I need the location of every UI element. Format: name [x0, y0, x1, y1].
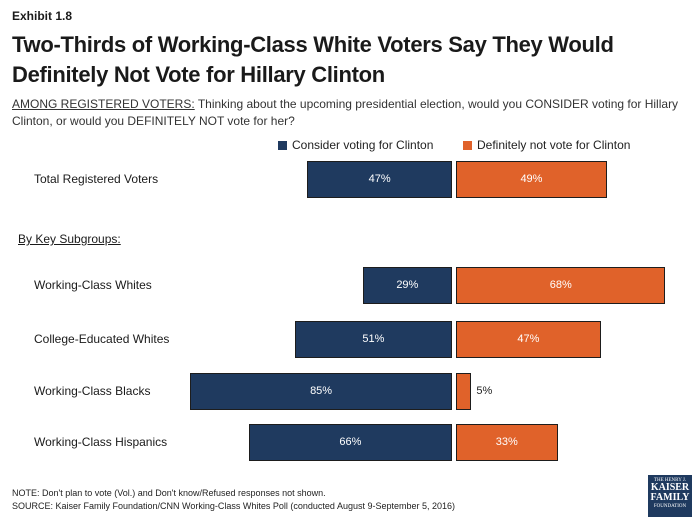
category-label-working-class-hispanics: Working-Class Hispanics: [34, 435, 168, 449]
logo-line-1: THE HENRY J.: [653, 478, 687, 483]
data-label-consider-total-registered-voters: 47%: [368, 173, 391, 185]
bar-consider-working-class-blacks: 85%: [190, 372, 452, 410]
category-label-college-educated-whites: College-Educated Whites: [34, 332, 170, 346]
legend-item-consider: Consider voting for Clinton: [278, 138, 433, 152]
legend-label-consider: Consider voting for Clinton: [292, 138, 434, 152]
bar-consider-working-class-whites: 29%: [362, 266, 452, 304]
category-label-total-registered-voters: Total Registered Voters: [34, 172, 159, 186]
data-label-consider-college-educated-whites: 51%: [362, 333, 385, 345]
data-label-notvote-working-class-blacks: 5%: [476, 385, 493, 397]
question-prefix: AMONG REGISTERED VOTERS:: [12, 97, 195, 111]
bar-notvote-working-class-whites: 68%: [456, 266, 666, 304]
legend-item-notvote: Definitely not vote for Clinton: [463, 138, 630, 152]
question-body: Thinking about the upcoming presidential…: [12, 97, 679, 128]
bar-notvote-working-class-blacks: [456, 372, 472, 410]
bar-consider-working-class-hispanics: 66%: [248, 423, 452, 461]
bar-consider-college-educated-whites: 51%: [294, 320, 452, 358]
data-label-notvote-college-educated-whites: 47%: [517, 333, 540, 345]
legend-swatch-notvote: [463, 140, 472, 150]
legend-label-notvote: Definitely not vote for Clinton: [477, 138, 631, 152]
chart-title: Two-Thirds of Working-Class White Voters…: [12, 32, 614, 87]
logo-line-2: KAISER: [650, 482, 690, 493]
bar-notvote-college-educated-whites: 47%: [456, 320, 601, 358]
bar-notvote-total-registered-voters: 49%: [456, 160, 607, 198]
question-text: AMONG REGISTERED VOTERS: Thinking about …: [12, 96, 692, 130]
data-label-consider-working-class-whites: 29%: [396, 279, 419, 291]
legend-swatch-consider: [278, 140, 287, 150]
data-label-consider-working-class-hispanics: 66%: [339, 436, 362, 448]
bar-consider-total-registered-voters: 47%: [307, 160, 452, 198]
note-text: NOTE: Don't plan to vote (Vol.) and Don'…: [12, 488, 326, 498]
category-label-working-class-blacks: Working-Class Blacks: [34, 384, 151, 398]
bar-notvote-working-class-hispanics: 33%: [456, 423, 558, 461]
logo-line-3: FAMILY: [650, 492, 690, 503]
exhibit-number: Exhibit 1.8: [12, 9, 73, 23]
logo-line-4: FOUNDATION: [653, 504, 687, 509]
kff-logo: THE HENRY J. KAISER FAMILY FOUNDATION: [648, 475, 692, 517]
subgroups-heading: By Key Subgroups:: [18, 232, 121, 246]
category-label-working-class-whites: Working-Class Whites: [34, 278, 152, 292]
source-text: SOURCE: Kaiser Family Foundation/CNN Wor…: [12, 501, 456, 511]
data-label-consider-working-class-blacks: 85%: [310, 385, 333, 397]
data-label-notvote-total-registered-voters: 49%: [520, 173, 543, 185]
data-label-notvote-working-class-whites: 68%: [549, 279, 572, 291]
data-label-notvote-working-class-hispanics: 33%: [495, 436, 518, 448]
